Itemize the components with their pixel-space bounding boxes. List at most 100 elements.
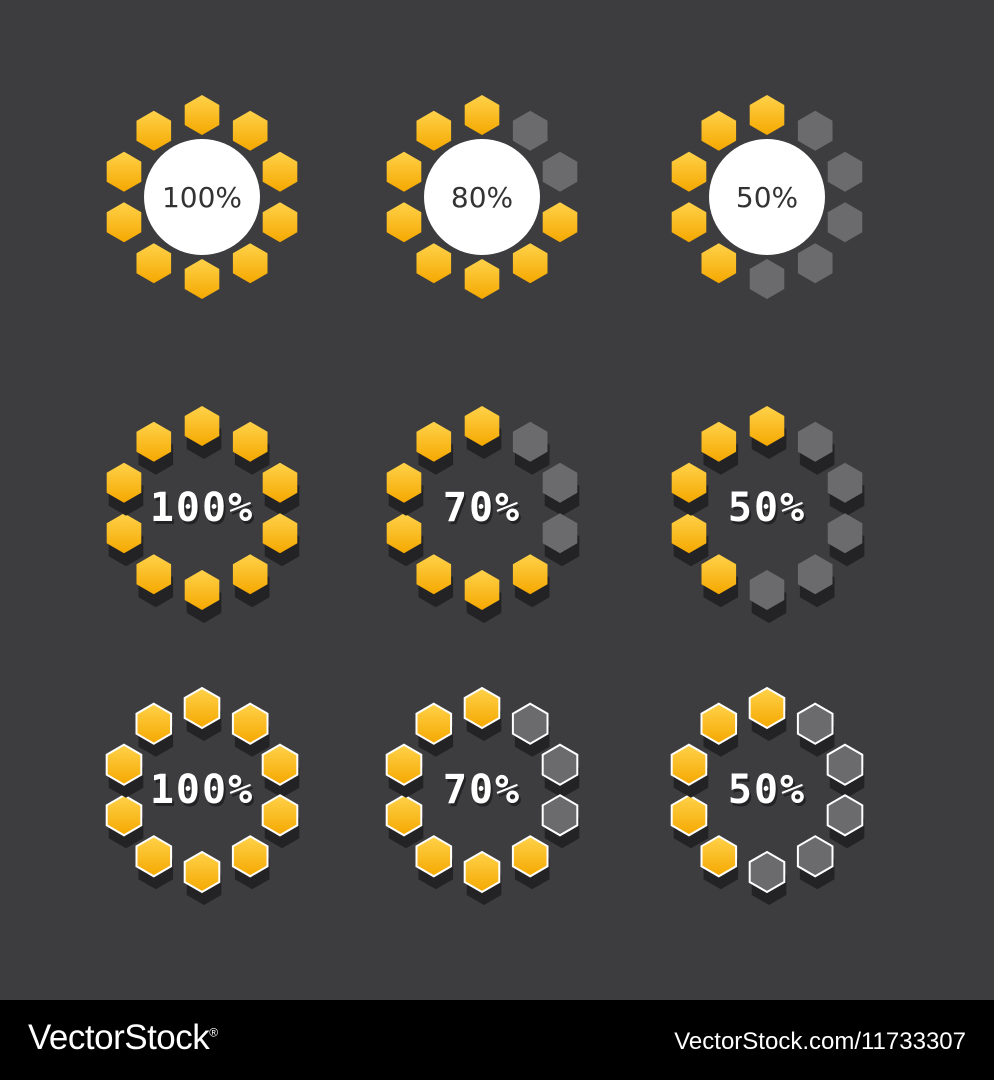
center-disc	[424, 139, 540, 255]
segment-filled	[136, 110, 172, 151]
percentage-label-shadow: 50%	[730, 770, 808, 816]
progress-indicator: 50%50%	[671, 406, 865, 623]
segment-filled	[463, 850, 501, 894]
indicator-canvas: 100% 80% 50% 100% 100% 70% 70% 50% 50% 100% 100% 70…	[105, 95, 865, 905]
segment-filled	[701, 243, 737, 284]
segment-filled	[105, 794, 143, 837]
segment-filled	[464, 95, 500, 135]
segment-empty	[796, 835, 834, 878]
segment-filled	[701, 421, 737, 462]
segment-filled	[464, 406, 500, 446]
segment-filled	[135, 702, 173, 745]
segment-empty	[541, 794, 579, 837]
segment-filled	[416, 421, 452, 462]
footer-bar: VectorStock® VectorStock.com/11733307	[0, 1000, 994, 1080]
segment-empty	[748, 850, 786, 894]
segment-filled	[232, 554, 268, 595]
segment-filled	[416, 110, 452, 151]
segment-filled	[748, 686, 786, 730]
segment-filled	[415, 702, 453, 745]
segment-filled	[671, 513, 707, 554]
segment-filled	[700, 835, 738, 878]
progress-indicator: 50%50%	[670, 686, 865, 905]
progress-indicator: 100%	[106, 95, 298, 299]
segment-filled	[183, 686, 221, 730]
segment-filled	[701, 554, 737, 595]
segment-filled	[463, 686, 501, 730]
progress-indicator: 100%100%	[105, 686, 300, 905]
segment-empty	[797, 421, 833, 462]
segment-empty	[826, 794, 864, 837]
image-credit: VectorStock.com/11733307	[674, 1028, 966, 1055]
segment-empty	[797, 110, 833, 151]
segment-filled	[749, 406, 785, 446]
vectorstock-logo: VectorStock®	[28, 1018, 218, 1058]
segment-empty	[797, 243, 833, 284]
segment-filled	[749, 95, 785, 135]
segment-filled	[231, 702, 269, 745]
segment-filled	[415, 835, 453, 878]
percentage-label: 100%	[150, 767, 254, 813]
segment-empty	[827, 513, 863, 554]
segment-empty	[826, 743, 864, 786]
segment-empty	[542, 513, 578, 554]
segment-empty	[797, 554, 833, 595]
segment-filled	[106, 202, 142, 243]
segment-filled	[416, 243, 452, 284]
percentage-label: 50%	[728, 485, 806, 531]
segment-filled	[262, 462, 298, 503]
segment-empty	[512, 110, 548, 151]
segment-filled	[512, 243, 548, 284]
segment-filled	[386, 513, 422, 554]
segment-empty	[511, 702, 549, 745]
progress-indicator: 70%70%	[386, 406, 580, 623]
percentage-label: 50%	[736, 181, 798, 214]
segment-filled	[385, 794, 423, 837]
segment-empty	[512, 421, 548, 462]
percentage-label: 100%	[150, 485, 254, 531]
segment-filled	[671, 151, 707, 192]
center-disc	[709, 139, 825, 255]
percentage-label: 70%	[443, 767, 521, 813]
segment-empty	[749, 259, 785, 299]
segment-filled	[670, 743, 708, 786]
segment-empty	[542, 151, 578, 192]
segment-filled	[231, 835, 269, 878]
segment-filled	[136, 554, 172, 595]
percentage-label-shadow: 70%	[445, 488, 523, 534]
center-disc	[144, 139, 260, 255]
segment-filled	[261, 794, 299, 837]
segment-filled	[136, 421, 172, 462]
segment-empty	[541, 743, 579, 786]
segment-filled	[106, 462, 142, 503]
segment-empty	[827, 202, 863, 243]
segment-filled	[184, 406, 220, 446]
percentage-label: 70%	[443, 485, 521, 531]
segment-filled	[184, 259, 220, 299]
segment-filled	[385, 743, 423, 786]
segment-filled	[416, 554, 452, 595]
segment-filled	[261, 743, 299, 786]
segment-filled	[701, 110, 737, 151]
progress-indicator: 50%	[671, 95, 863, 299]
segment-filled	[542, 202, 578, 243]
segment-empty	[827, 151, 863, 192]
segment-filled	[184, 95, 220, 135]
percentage-label: 50%	[728, 767, 806, 813]
segment-filled	[386, 462, 422, 503]
segment-filled	[262, 513, 298, 554]
segment-filled	[106, 513, 142, 554]
segment-filled	[386, 151, 422, 192]
progress-indicator: 100%100%	[106, 406, 300, 623]
segment-filled	[232, 110, 268, 151]
segment-filled	[464, 570, 500, 610]
registered-mark: ®	[209, 1025, 218, 1040]
segment-empty	[749, 570, 785, 610]
segment-filled	[464, 259, 500, 299]
progress-indicator: 70%70%	[385, 686, 580, 905]
percentage-label-shadow: 70%	[445, 770, 523, 816]
percentage-label: 100%	[162, 181, 242, 214]
segment-filled	[232, 421, 268, 462]
percentage-label-shadow: 50%	[730, 488, 808, 534]
segment-filled	[386, 202, 422, 243]
